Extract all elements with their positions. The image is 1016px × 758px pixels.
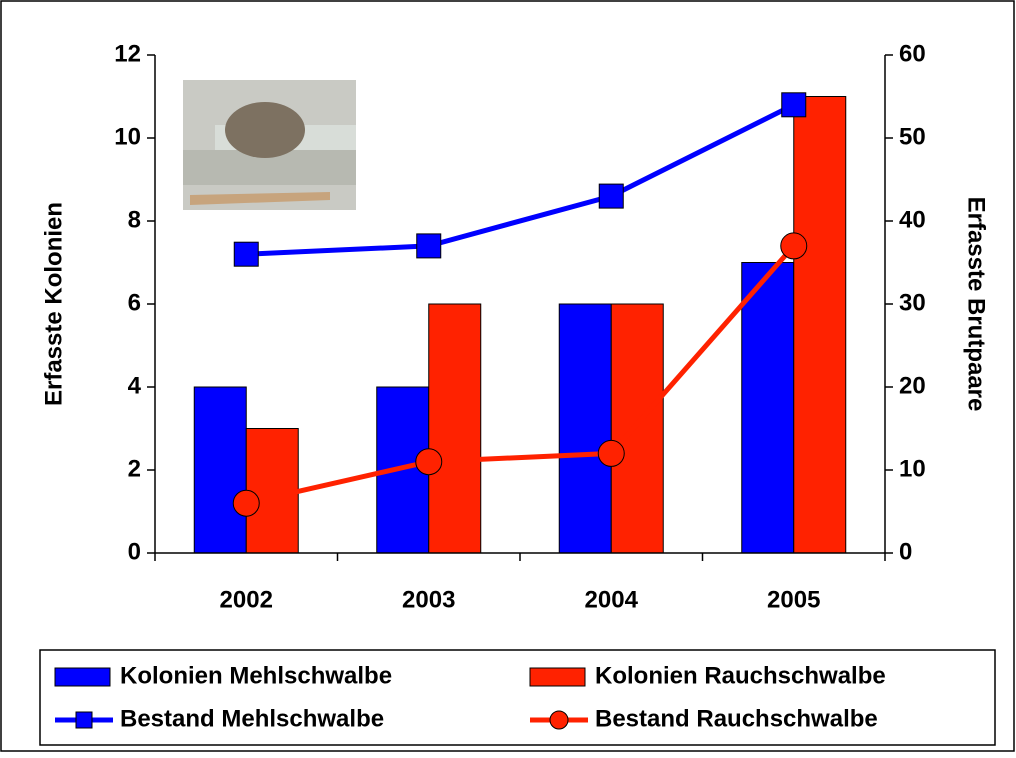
legend-marker <box>75 711 93 729</box>
y-tick-label: 10 <box>114 123 141 150</box>
legend-marker <box>549 710 569 730</box>
bar <box>428 303 482 554</box>
bar <box>610 303 664 554</box>
bar <box>793 96 847 554</box>
legend-swatch <box>529 667 586 687</box>
bar <box>245 428 299 554</box>
line <box>245 244 796 506</box>
y-tick-label: 8 <box>128 206 141 233</box>
bar <box>193 386 247 554</box>
y-tick-label: 0 <box>128 538 141 565</box>
legend-box <box>39 649 996 746</box>
photo-board <box>190 192 330 205</box>
legend-label: Bestand Rauchschwalbe <box>595 705 878 732</box>
line <box>246 102 795 257</box>
line-marker <box>416 233 442 259</box>
y-tick-label: 2 <box>128 455 141 482</box>
y2-axis-label: Erfasste Brutpaare <box>963 197 990 412</box>
y2-tick-label: 30 <box>899 289 926 316</box>
legend-label: Kolonien Mehlschwalbe <box>120 662 392 689</box>
y-axis-label: Erfasste Kolonien <box>40 202 67 406</box>
line-marker <box>232 489 260 517</box>
legend-label: Kolonien Rauchschwalbe <box>595 662 886 689</box>
line-marker <box>598 183 624 209</box>
y2-tick-label: 40 <box>899 206 926 233</box>
photo <box>183 80 356 210</box>
x-tick-label: 2004 <box>585 586 639 613</box>
bar <box>741 262 795 554</box>
y2-tick-label: 60 <box>899 40 926 67</box>
y-tick-label: 4 <box>128 372 142 399</box>
line-marker <box>781 92 807 118</box>
legend-swatch <box>54 667 111 687</box>
y-tick-label: 12 <box>114 40 141 67</box>
photo-nest <box>225 102 305 158</box>
line-marker <box>780 232 808 260</box>
line-marker <box>415 448 443 476</box>
line-marker <box>597 439 625 467</box>
y2-tick-label: 20 <box>899 372 926 399</box>
line-marker <box>233 241 259 267</box>
y2-tick-label: 10 <box>899 455 926 482</box>
legend-label: Bestand Mehlschwalbe <box>120 705 384 732</box>
y-tick-label: 6 <box>128 289 141 316</box>
bar <box>558 303 612 554</box>
x-tick-label: 2002 <box>220 586 273 613</box>
y2-tick-label: 0 <box>899 538 912 565</box>
y2-tick-label: 50 <box>899 123 926 150</box>
x-tick-label: 2005 <box>767 586 820 613</box>
x-tick-label: 2003 <box>402 586 455 613</box>
